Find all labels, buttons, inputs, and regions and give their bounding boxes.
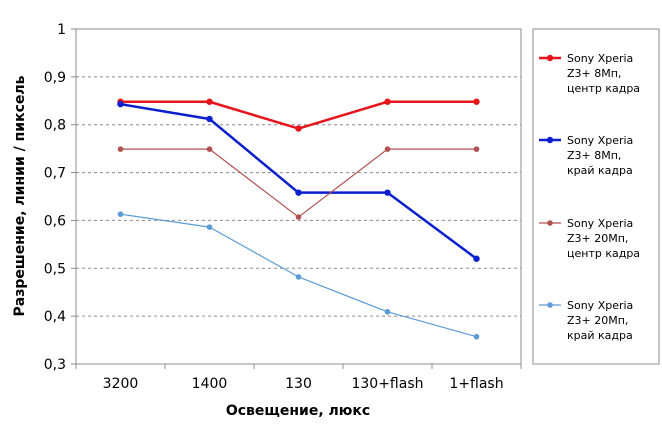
series-2	[117, 100, 480, 262]
y-axis-ticks: 1 0,9 0,8 0,7 0,6 0,5 0,4 0,3	[44, 22, 76, 373]
x-axis-ticks: 3200 1400 130 130+flash 1+flash	[75, 364, 522, 392]
y-tick-label: 0,9	[44, 70, 66, 86]
data-point	[206, 98, 213, 105]
data-point	[384, 146, 391, 152]
data-point	[117, 146, 124, 152]
legend-label: край кадра	[567, 164, 633, 177]
data-point	[384, 189, 391, 196]
legend-swatch-marker	[546, 136, 554, 144]
legend-label: центр кадра	[567, 82, 640, 95]
data-point	[384, 309, 391, 315]
data-point	[206, 146, 213, 152]
y-tick-label: 0,5	[44, 261, 66, 277]
legend-entry: Sony Xperia Z3+ 20Мп, край кадра	[539, 299, 633, 342]
gridlines	[76, 76, 521, 317]
y-axis-title: Разрешение, линии / пиксель	[12, 75, 28, 316]
data-point	[384, 98, 391, 105]
x-tick-label: 130+flash	[351, 376, 423, 392]
data-point	[117, 211, 124, 218]
x-tick-label: 130	[285, 376, 312, 392]
plot-area	[75, 28, 522, 365]
legend-entry: Sony Xperia Z3+ 20Мп, центр кадра	[539, 217, 640, 260]
legend-swatch-marker	[547, 220, 553, 226]
legend-label: Z3+ 20Мп,	[567, 232, 628, 245]
series-group	[117, 98, 480, 340]
data-point	[295, 214, 302, 220]
legend-swatch-marker	[546, 54, 554, 62]
legend-label: центр кадра	[567, 247, 640, 260]
legend-box	[532, 28, 660, 365]
legend-label: Z3+ 20Мп,	[567, 314, 628, 327]
data-point	[117, 100, 124, 108]
legend-label: Sony Xperia	[567, 217, 633, 230]
x-tick-label: 1400	[192, 376, 228, 392]
data-point	[473, 146, 480, 152]
x-tick-label: 1+flash	[449, 376, 503, 392]
data-point	[295, 274, 302, 280]
legend-label: Sony Xperia	[567, 52, 633, 65]
legend-swatch-marker	[547, 302, 553, 308]
series-3	[117, 146, 480, 220]
legend-label: Z3+ 8Мп,	[567, 149, 621, 162]
y-tick-label: 0,8	[44, 118, 66, 134]
legend-entry: Sony Xperia Z3+ 8Мп, край кадра	[539, 134, 633, 177]
data-point	[473, 98, 480, 105]
legend-label: Sony Xperia	[567, 299, 633, 312]
legend-label: Sony Xperia	[567, 134, 633, 147]
data-point	[473, 333, 480, 340]
legend-label: Z3+ 8Мп,	[567, 67, 621, 80]
data-point	[473, 255, 480, 262]
data-point	[206, 115, 213, 123]
legend-entry: Sony Xperia Z3+ 8Мп, центр кадра	[539, 52, 640, 95]
y-tick-label: 0,4	[44, 309, 66, 325]
data-point	[295, 189, 302, 196]
data-point	[295, 125, 302, 132]
x-tick-label: 3200	[103, 376, 139, 392]
series-4	[117, 211, 480, 340]
y-tick-label: 1	[57, 22, 66, 38]
data-point	[206, 224, 213, 230]
y-tick-label: 0,3	[44, 357, 66, 373]
legend-label: край кадра	[567, 329, 633, 342]
y-tick-label: 0,7	[44, 166, 66, 182]
y-tick-label: 0,6	[44, 213, 66, 229]
x-axis-title: Освещение, люкс	[226, 403, 370, 419]
